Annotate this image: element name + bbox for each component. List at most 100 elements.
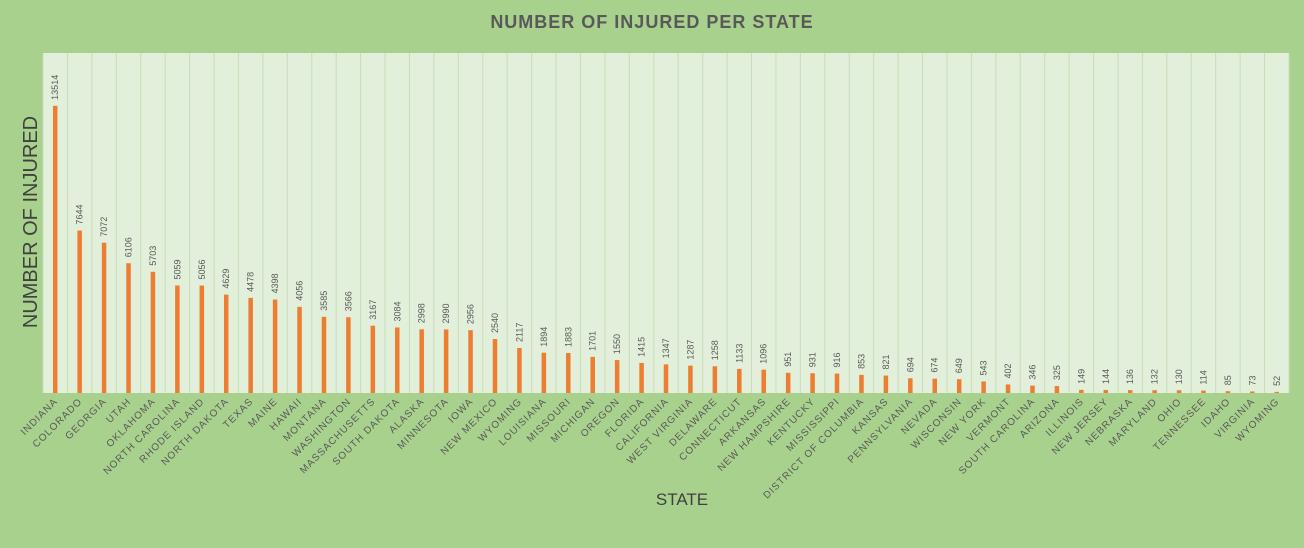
data-label: 649 xyxy=(954,358,964,373)
data-labels: 13514 7644 7072 6106 5703 5059 5056 4629 4478 439… xyxy=(50,75,1282,386)
bar xyxy=(810,373,815,393)
data-label: 325 xyxy=(1052,365,1062,380)
bar xyxy=(199,285,205,393)
bar xyxy=(101,242,107,393)
bar xyxy=(932,378,937,393)
bars xyxy=(52,105,1280,393)
data-label: 73 xyxy=(1247,375,1257,385)
bar xyxy=(1030,385,1035,393)
bar xyxy=(1054,386,1060,393)
bar xyxy=(395,327,400,393)
data-label: 346 xyxy=(1027,365,1037,380)
bar xyxy=(908,378,913,393)
data-label: 4629 xyxy=(221,269,231,289)
bar xyxy=(370,325,376,393)
gridlines xyxy=(42,53,1290,393)
bar xyxy=(883,375,889,393)
data-label: 951 xyxy=(783,352,793,367)
x-axis-tick-labels: INDIANACOLORADOGEORGIAUTAHOKLAHOMANORTH … xyxy=(19,396,1282,501)
data-label: 2956 xyxy=(466,304,476,324)
bar xyxy=(566,352,571,393)
data-label: 5059 xyxy=(172,259,182,279)
bar xyxy=(1176,390,1182,393)
bar xyxy=(517,348,522,393)
bar xyxy=(468,330,473,393)
data-label: 3167 xyxy=(368,300,378,320)
bar xyxy=(785,372,791,393)
bar xyxy=(688,365,693,393)
data-label: 1415 xyxy=(637,337,647,357)
bar xyxy=(663,364,669,393)
data-label: 2117 xyxy=(514,323,524,342)
bar xyxy=(1274,391,1280,393)
bar xyxy=(1250,391,1255,393)
data-label: 931 xyxy=(808,352,818,367)
data-label: 5703 xyxy=(148,246,158,266)
bar xyxy=(834,373,840,393)
data-label: 1347 xyxy=(661,338,671,358)
data-label: 2540 xyxy=(490,313,500,333)
bar xyxy=(639,362,644,393)
x-axis-title: STATE xyxy=(656,490,708,509)
data-label: 916 xyxy=(832,353,842,368)
data-label: 2990 xyxy=(441,303,451,323)
data-label: 13514 xyxy=(50,75,60,100)
data-label: 543 xyxy=(979,360,989,375)
data-label: 5056 xyxy=(197,260,207,280)
bar xyxy=(443,329,449,393)
bar xyxy=(175,285,180,393)
bar xyxy=(272,299,278,393)
bar xyxy=(712,366,718,393)
data-label: 3084 xyxy=(392,301,402,321)
bar xyxy=(1079,389,1084,393)
data-label: 402 xyxy=(1003,363,1013,378)
data-label: 4478 xyxy=(246,272,256,292)
data-label: 694 xyxy=(905,357,915,372)
bar xyxy=(737,368,742,393)
bar xyxy=(1005,384,1011,393)
data-label: 853 xyxy=(856,354,866,369)
bar xyxy=(1103,389,1109,393)
data-label: 144 xyxy=(1101,369,1111,384)
data-label: 4398 xyxy=(270,274,280,294)
data-label: 1133 xyxy=(734,344,744,363)
data-label: 7072 xyxy=(99,217,109,237)
bar xyxy=(1152,390,1157,393)
data-label: 6106 xyxy=(124,237,134,257)
bar xyxy=(77,230,82,393)
data-label: 85 xyxy=(1223,375,1233,385)
data-label: 149 xyxy=(1076,369,1086,384)
bar xyxy=(541,352,547,393)
data-label: 114 xyxy=(1198,370,1208,384)
bar xyxy=(761,369,766,393)
data-label: 1883 xyxy=(563,327,573,347)
bar xyxy=(492,339,498,393)
bar xyxy=(150,271,156,393)
data-label: 136 xyxy=(1125,369,1135,384)
bar xyxy=(1201,390,1206,393)
data-label: 1550 xyxy=(612,334,622,354)
data-label: 1096 xyxy=(759,344,769,364)
bar xyxy=(297,306,302,393)
bar xyxy=(956,379,962,393)
data-label: 1287 xyxy=(685,340,695,360)
bar xyxy=(223,294,229,393)
bar xyxy=(52,105,58,393)
data-label: 3585 xyxy=(319,291,329,311)
bar xyxy=(346,317,351,393)
data-label: 4056 xyxy=(295,281,305,301)
data-label: 130 xyxy=(1174,369,1184,384)
data-label: 1258 xyxy=(710,340,720,360)
bar xyxy=(321,316,327,393)
bar xyxy=(126,263,131,393)
data-label: 132 xyxy=(1150,369,1160,384)
bar xyxy=(981,381,986,393)
data-label: 821 xyxy=(881,355,891,370)
bar xyxy=(614,360,620,393)
data-label: 3566 xyxy=(343,291,353,311)
bar xyxy=(859,374,864,393)
bar xyxy=(419,329,424,393)
bar xyxy=(248,297,253,393)
bar xyxy=(1127,390,1133,393)
